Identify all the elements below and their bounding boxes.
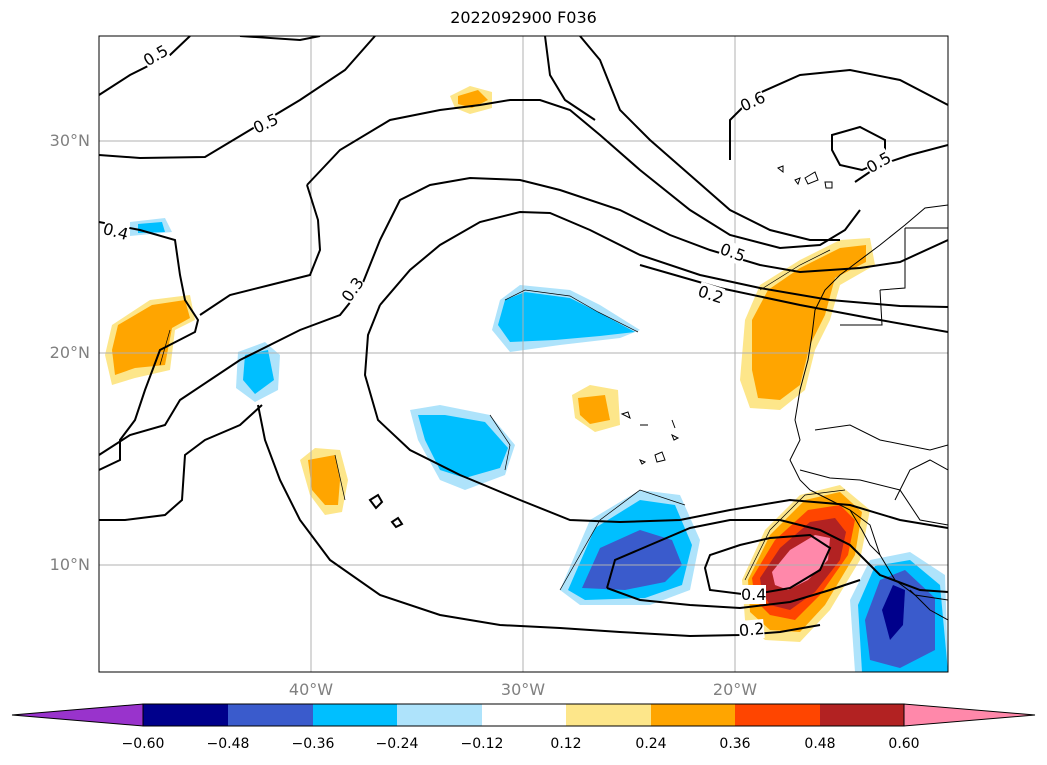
colorbar-tick-label: 0.60 [888,736,920,752]
lat-label-30n: 30°N [49,131,90,150]
colorbar [11,703,1036,727]
colorbar-tick-label: 0.12 [550,736,582,752]
country-border [814,424,948,451]
contour-line [199,184,322,316]
contour-line [99,176,948,456]
island [804,171,819,185]
anomaly-negative-core [498,292,635,342]
contour-line [257,404,821,638]
colorbar-tick-label: 0.48 [804,736,836,752]
country-border [840,289,883,326]
map-frame [98,35,949,673]
outline-contour [759,249,831,291]
contour-line [606,519,948,593]
anomaly-negative-extreme [882,585,905,640]
contour-line [99,36,191,96]
colorbar-tick-label: −0.36 [291,736,335,752]
contour-line [729,68,948,160]
contour-line [544,36,596,121]
colorbar-segment [143,704,228,726]
coastlines [620,165,948,621]
contour-line [363,304,948,529]
island [620,411,631,419]
lon-label-20w: 20°W [712,680,758,699]
colorbar-frame [142,703,905,727]
contour-line [390,516,404,529]
contour-line [99,36,376,160]
island [671,433,680,441]
anomaly-positive-extreme [772,535,830,590]
outline-contour [504,289,639,333]
island [671,419,676,429]
colorbar-extend-high [903,703,1036,727]
colorbar-segment [651,704,735,726]
anomaly-negative-core [243,350,274,394]
outline-contours [159,249,846,591]
colorbar-segment [566,704,651,726]
coastline-africa [789,204,948,601]
contour-line [703,533,832,597]
contour-line [239,36,321,42]
contour-label: 0.4 [741,585,767,604]
colorbar-tick-label: −0.12 [460,736,504,752]
colorbar-segment [482,704,566,726]
anomaly-negative-core [138,222,165,233]
gridlines [99,36,948,672]
lon-label-40w: 40°W [288,680,334,699]
outline-contour [334,454,346,501]
country-border [909,589,948,621]
contour-line [99,221,200,471]
outline-contour [489,414,511,471]
anomaly-positive-core [752,245,866,400]
colorbar-tick-label: −0.60 [121,736,165,752]
anomaly-positive-core [112,300,190,375]
outline-contour [559,489,686,591]
contour-line [99,404,263,521]
colorbar-segment [735,704,820,726]
anomaly-positive-core [578,395,610,424]
anomaly-negative-core [418,415,508,478]
country-border [879,228,906,291]
outline-contour [744,489,846,581]
country-border [894,459,948,501]
anomaly-negative-strong [582,530,682,590]
colorbar-segment [313,704,397,726]
contour-line [639,264,948,333]
lat-label-10n: 10°N [49,555,90,574]
contour-line [854,144,948,183]
island [794,177,801,186]
colorbar-segment [397,704,482,726]
map-title: 2022092900 F036 [450,8,597,27]
contour-line [606,579,861,610]
anomaly-positive-core [458,90,488,108]
contour-line [368,493,384,510]
island [777,165,784,174]
colorbar-extend-low [11,703,144,727]
lat-label-20n: 20°N [49,343,90,362]
country-border [849,509,881,556]
island [654,451,666,463]
colorbar-tick-label: −0.24 [375,736,419,752]
colorbar-segment [820,704,904,726]
island [638,459,647,465]
colorbar-tick-label: 0.24 [635,736,667,752]
shaded-anomalies [105,86,948,672]
colorbar-segment [228,704,313,726]
colorbar-tick-label: 0.36 [719,736,751,752]
lon-label-30w: 30°W [500,680,546,699]
contour-line [579,36,840,241]
colorbar-tick-label: −0.48 [206,736,250,752]
contour-line [306,99,861,250]
contour-line [379,210,948,308]
island [824,181,833,189]
anomaly-positive-core [308,455,340,505]
contour-label: 0.2 [738,618,766,641]
country-border [799,469,948,526]
